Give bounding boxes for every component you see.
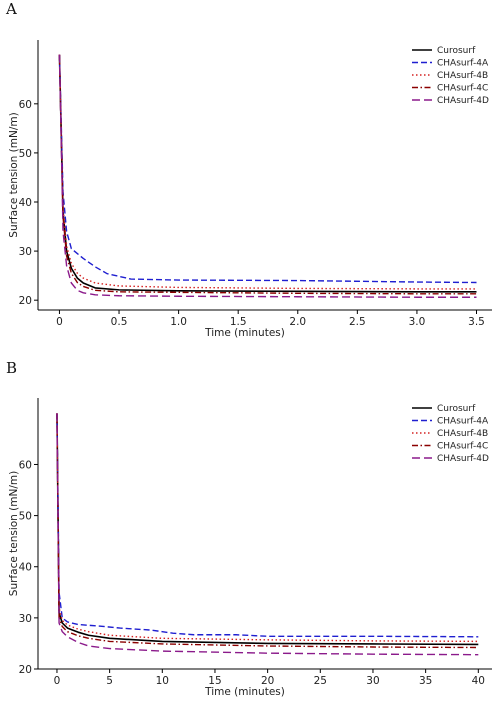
panel-label: A [5, 0, 17, 18]
legend-label: Curosurf [437, 404, 476, 414]
y-tick-label: 50 [19, 148, 32, 160]
x-tick-label: 0.5 [111, 316, 128, 328]
y-tick-label: 40 [19, 562, 32, 574]
x-tick-label: 0 [54, 675, 61, 687]
legend-label: CHAsurf-4D [437, 96, 489, 106]
series-line-chasurf-4d [56, 413, 479, 656]
y-tick-label: 20 [19, 664, 32, 676]
x-axis-title: Time (minutes) [204, 686, 285, 698]
series-line-chasurf-4b [58, 54, 477, 290]
y-tick-label: 40 [19, 197, 32, 209]
x-tick-label: 40 [472, 675, 485, 687]
legend-label: CHAsurf-4B [437, 429, 488, 439]
series-line-chasurf-4c [56, 413, 479, 649]
x-tick-label: 30 [366, 675, 379, 687]
x-tick-label: 3.5 [468, 316, 485, 328]
x-tick-label: 1.5 [230, 316, 247, 328]
x-tick-label: 10 [156, 675, 169, 687]
series-line-chasurf-4a [58, 54, 477, 284]
y-tick-label: 50 [19, 511, 32, 523]
x-tick-label: 5 [106, 675, 113, 687]
legend: Curosurf CHAsurf-4A CHAsurf-4B CHAsurf-4C CH… [412, 46, 489, 106]
series-line-chasurf-4d [58, 54, 477, 298]
y-axis-title: Surface tension (mN/m) [8, 471, 20, 596]
x-tick-label: 2.0 [289, 316, 306, 328]
panel-label: B [6, 359, 17, 377]
series-line-curosurf [56, 413, 479, 646]
legend-label: Curosurf [437, 46, 476, 56]
series-line-chasurf-4c [58, 54, 477, 295]
x-tick-label: 0 [56, 316, 63, 328]
x-tick-label: 1.0 [170, 316, 187, 328]
x-tick-label: 35 [419, 675, 432, 687]
legend: Curosurf CHAsurf-4A CHAsurf-4B CHAsurf-4C CH… [412, 404, 489, 464]
y-tick-label: 30 [19, 613, 32, 625]
legend-label: CHAsurf-4D [437, 454, 489, 464]
series-line-chasurf-4b [56, 413, 479, 643]
y-axis-title: Surface tension (mN/m) [8, 112, 20, 237]
series-line-chasurf-4a [56, 413, 479, 638]
y-tick-label: 30 [19, 246, 32, 258]
chart-panel-2: B 0 5 10 15 20 25 30 35 40 20 30 40 50 60 Time (minutes… [6, 359, 492, 698]
chart-panel-1: A 0 0.5 1.0 1.5 2.0 2.5 3.0 3.5 20 30 40 50 60 Time (m… [5, 0, 492, 339]
x-tick-label: 3.0 [409, 316, 426, 328]
legend-label: CHAsurf-4C [437, 442, 488, 452]
y-tick-label: 60 [19, 99, 32, 111]
series-line-curosurf [58, 54, 477, 293]
x-tick-label: 20 [261, 675, 274, 687]
legend-label: CHAsurf-4A [437, 417, 489, 427]
x-tick-label: 2.5 [349, 316, 366, 328]
y-tick-label: 60 [19, 459, 32, 471]
legend-label: CHAsurf-4B [437, 71, 488, 81]
y-tick-label: 20 [19, 295, 32, 307]
legend-label: CHAsurf-4A [437, 59, 489, 69]
x-tick-label: 15 [208, 675, 221, 687]
x-axis-title: Time (minutes) [204, 327, 285, 339]
legend-label: CHAsurf-4C [437, 84, 488, 94]
x-tick-label: 25 [314, 675, 327, 687]
